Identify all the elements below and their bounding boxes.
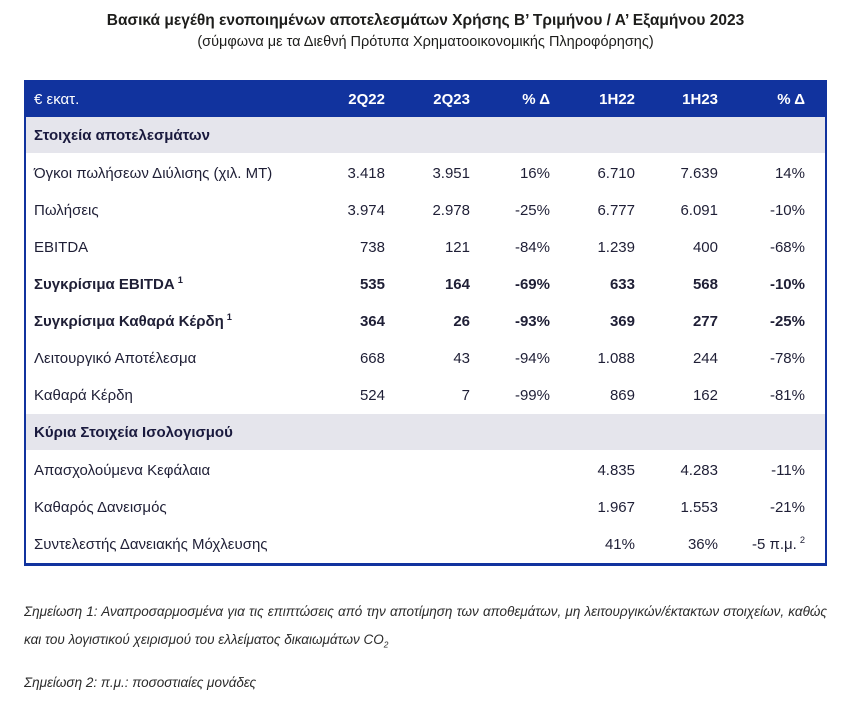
- cell-value: -69%: [514, 276, 550, 293]
- column-header: % Δ: [777, 91, 805, 108]
- cell-value: 400: [692, 239, 718, 256]
- cell-value: 668: [359, 350, 385, 367]
- cell-value: -81%: [769, 387, 805, 404]
- row-label: Συγκρίσιμα EBITDA 1: [34, 275, 183, 293]
- unit-label: € εκατ.: [34, 91, 80, 108]
- table-row: EBITDA 738 121 -84% 1.239 400 -68%: [26, 229, 825, 266]
- table-body: Στοιχεία αποτελεσμάτων Όγκοι πωλήσεων Διύ…: [26, 117, 825, 563]
- cell-value: 364: [359, 313, 385, 330]
- footnote: Σημείωση 1: Αναπροσαρμοσμένα για τις επι…: [24, 604, 827, 651]
- table-row: Πωλήσεις 3.974 2.978 -25% 6.777 6.091 -10%: [26, 192, 825, 229]
- row-label: Όγκοι πωλήσεων Διύλισης (χιλ. ΜΤ): [34, 165, 273, 182]
- cell-value: 3.418: [347, 165, 385, 182]
- cell-value: 162: [692, 387, 718, 404]
- cell-value: -78%: [769, 350, 805, 367]
- row-label: Καθαρά Κέρδη: [34, 387, 133, 404]
- row-label: EBITDA: [34, 239, 89, 256]
- cell-value: 4.835: [597, 462, 635, 479]
- cell-value: 3.974: [347, 202, 385, 219]
- section-heading: Στοιχεία αποτελεσμάτων: [34, 126, 210, 144]
- cell-value: 26: [453, 313, 470, 330]
- cell-value: 1.239: [597, 239, 635, 256]
- cell-value: -93%: [514, 313, 550, 330]
- table-row: Καθαρός Δανεισμός 1.967 1.553 -21%: [26, 489, 825, 526]
- cell-value: 121: [444, 239, 470, 256]
- cell-value: 14%: [774, 165, 805, 182]
- cell-value: 16%: [519, 165, 550, 182]
- table-row: Όγκοι πωλήσεων Διύλισης (χιλ. ΜΤ) 3.418 3.…: [26, 155, 825, 192]
- footnote: Σημείωση 2: π.μ.: ποσοστιαίες μονάδες: [24, 674, 257, 690]
- cell-value: -84%: [514, 239, 550, 256]
- cell-value: 277: [692, 313, 718, 330]
- cell-value: 1.088: [597, 350, 635, 367]
- table-row: Καθαρά Κέρδη 524 7 -99% 869 162 -81%: [26, 377, 825, 414]
- cell-value: 568: [692, 276, 718, 293]
- cell-value: 4.283: [680, 462, 718, 479]
- column-header: 2Q23: [433, 91, 470, 108]
- cell-value: 738: [359, 239, 385, 256]
- cell-value: 3.951: [432, 165, 470, 182]
- cell-value: 1.553: [680, 499, 718, 516]
- cell-value: 36%: [687, 536, 718, 553]
- table-row: Απασχολούμενα Κεφάλαια 4.835 4.283 -11%: [26, 452, 825, 489]
- cell-value: 1.967: [597, 499, 635, 516]
- cell-value: 7: [461, 387, 470, 404]
- row-label: Συγκρίσιμα Καθαρά Κέρδη 1: [34, 312, 232, 330]
- cell-value: -10%: [769, 202, 805, 219]
- table-row: Συγκρίσιμα Καθαρά Κέρδη 1 364 26 -93% 369 277 -…: [26, 303, 825, 340]
- row-label: Λειτουργικό Αποτέλεσμα: [34, 350, 197, 367]
- cell-value: -5 π.μ. 2: [751, 535, 805, 553]
- cell-value: 633: [609, 276, 635, 293]
- row-label: Πωλήσεις: [34, 202, 99, 219]
- cell-value: 6.710: [597, 165, 635, 182]
- page: Βασικά μεγέθη ενοποιημένων αποτελεσμάτων…: [0, 12, 851, 697]
- row-label: Απασχολούμενα Κεφάλαια: [34, 462, 211, 479]
- column-header: 1H23: [682, 91, 718, 108]
- table-row: Συντελεστής Δανειακής Μόχλευσης 41% 36% -5 …: [26, 526, 825, 563]
- cell-value: 244: [692, 350, 718, 367]
- cell-value: -10%: [769, 276, 805, 293]
- cell-value: -11%: [771, 462, 805, 479]
- cell-value: 369: [609, 313, 635, 330]
- cell-value: -94%: [514, 350, 550, 367]
- table-header-row: € εκατ. 2Q22 2Q23 % Δ 1H22 1H23 % Δ: [26, 82, 825, 117]
- cell-value: -25%: [514, 202, 550, 219]
- cell-value: 6.777: [597, 202, 635, 219]
- table-row: Συγκρίσιμα EBITDA 1 535 164 -69% 633 568 -10%: [26, 266, 825, 303]
- cell-value: -21%: [769, 499, 805, 516]
- section-heading: Κύρια Στοιχεία Ισολογισμού: [34, 423, 233, 441]
- column-header: 1H22: [599, 91, 635, 108]
- cell-value: 535: [359, 276, 385, 293]
- cell-value: 2.978: [432, 202, 470, 219]
- table-row: Λειτουργικό Αποτέλεσμα 668 43 -94% 1.088 244 -…: [26, 340, 825, 377]
- column-header: 2Q22: [348, 91, 385, 108]
- cell-value: 869: [609, 387, 635, 404]
- page-title: Βασικά μεγέθη ενοποιημένων αποτελεσμάτων…: [106, 12, 745, 29]
- row-label: Καθαρός Δανεισμός: [34, 499, 167, 516]
- cell-value: 7.639: [680, 165, 718, 182]
- cell-value: 43: [453, 350, 470, 367]
- cell-value: 41%: [604, 536, 635, 553]
- cell-value: 524: [359, 387, 385, 404]
- page-subtitle: (σύμφωνα με τα Διεθνή Πρότυπα Χρηματοοικ…: [197, 34, 654, 50]
- cell-value: 164: [444, 276, 470, 293]
- cell-value: 6.091: [680, 202, 718, 219]
- row-label: Συντελεστής Δανειακής Μόχλευσης: [34, 536, 268, 553]
- cell-value: -99%: [514, 387, 550, 404]
- cell-value: -25%: [769, 313, 805, 330]
- section-heading-row: Στοιχεία αποτελεσμάτων: [26, 117, 825, 155]
- footnotes: Σημείωση 1: Αναπροσαρμοσμένα για τις επι…: [24, 598, 827, 697]
- financial-table: € εκατ. 2Q22 2Q23 % Δ 1H22 1H23 % Δ Στοιχεία …: [24, 80, 827, 566]
- section-heading-row: Κύρια Στοιχεία Ισολογισμού: [26, 414, 825, 452]
- column-header: % Δ: [522, 91, 550, 108]
- cell-value: -68%: [769, 239, 805, 256]
